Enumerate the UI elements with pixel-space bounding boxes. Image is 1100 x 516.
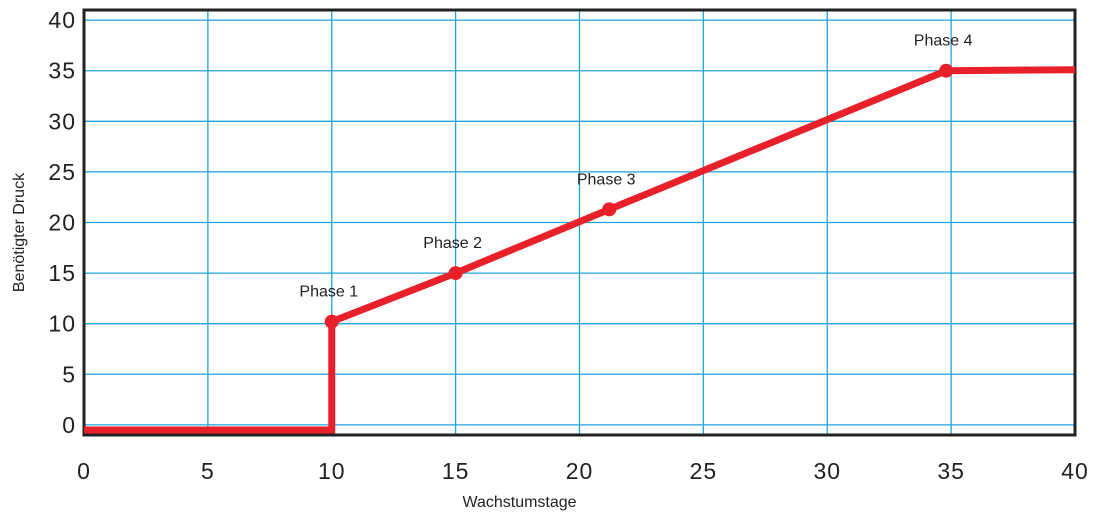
y-tick-label: 20 [48,210,76,236]
phase-label: Phase 2 [423,235,482,252]
x-tick-label: 30 [813,458,841,484]
x-tick-label: 25 [690,458,718,484]
plot-frame [82,8,1077,437]
y-tick-label: 15 [48,260,76,286]
phase-marker [448,266,463,281]
y-tick-labels: 0 5 10 15 20 25 30 35 40 [48,7,76,438]
y-tick-label: 40 [48,7,76,33]
grid [84,10,1075,435]
x-tick-label: 0 [77,458,91,484]
phase-marker [602,202,617,217]
y-tick-label: 10 [48,311,76,337]
x-tick-label: 20 [566,458,594,484]
phase-label: Phase 3 [577,171,636,188]
y-tick-label: 5 [62,361,76,387]
x-tick-label: 10 [318,458,346,484]
y-tick-label: 0 [62,412,76,438]
phase-marker [939,63,954,78]
x-tick-label: 5 [201,458,215,484]
phase-label: Phase 1 [299,284,358,301]
x-axis-title: Wachstumstage [462,494,576,511]
x-tick-labels: 0 5 10 15 20 25 30 35 40 [77,458,1089,484]
y-axis-title: Benötigter Druck [11,172,28,292]
x-tick-label: 15 [442,458,470,484]
y-tick-label: 25 [48,159,76,185]
marker-layer: Phase 1 Phase 2 Phase 3 Phase 4 [299,33,973,329]
x-tick-label: 35 [937,458,965,484]
y-tick-label: 35 [48,58,76,84]
y-tick-label: 30 [48,108,76,134]
x-tick-label: 40 [1061,458,1089,484]
phase-label: Phase 4 [914,33,973,50]
phase-marker [324,314,339,329]
